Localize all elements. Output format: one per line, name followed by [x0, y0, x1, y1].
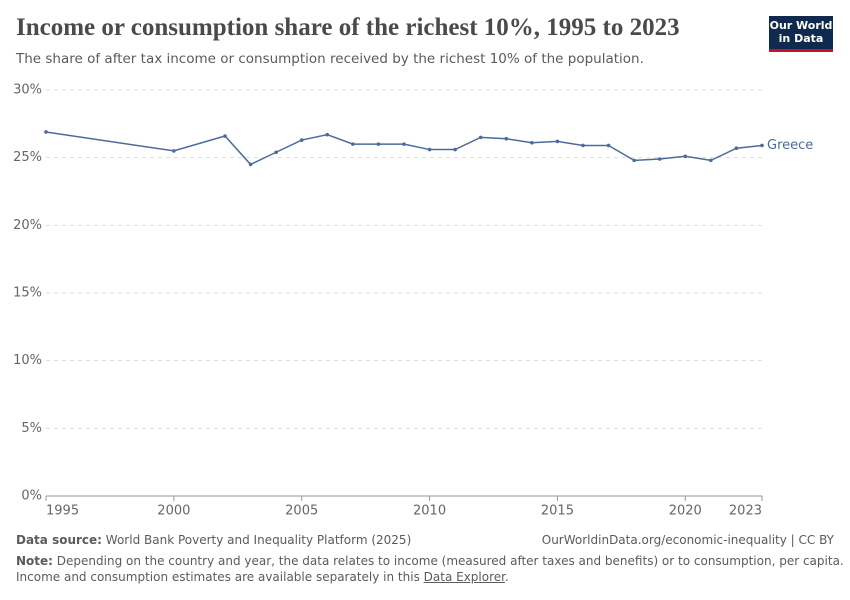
- point: [504, 136, 509, 141]
- url[interactable]: OurWorldinData.org/economic-inequality |…: [541, 533, 834, 547]
- point: [351, 142, 355, 146]
- y-tick-label: 20%: [13, 218, 42, 233]
- x-tick-label: 2010: [413, 504, 446, 519]
- y-tick-label: 0%: [21, 489, 42, 504]
- point: [606, 143, 611, 148]
- chart-title: Income or consumption share of the riche…: [16, 14, 680, 41]
- note-link[interactable]: Data Explorer: [423, 570, 505, 584]
- point: [248, 162, 253, 167]
- x-tick-label: 2023: [729, 504, 762, 519]
- line: [45, 131, 763, 166]
- chart-subtitle: The share of after tax income or consump…: [16, 51, 644, 67]
- point: [478, 135, 483, 140]
- point: [632, 158, 636, 163]
- x-tick-label: 2020: [669, 504, 702, 519]
- point: [376, 142, 381, 146]
- note-label: Note:: [16, 554, 53, 568]
- source-label: Data source:: [16, 533, 102, 547]
- point: [709, 158, 713, 163]
- x-tick-label: 2000: [157, 504, 190, 519]
- y-tick-label: 5%: [21, 421, 42, 436]
- point: [325, 132, 330, 137]
- point: [274, 150, 278, 155]
- legend-label: Greece: [767, 138, 813, 153]
- point: [581, 143, 585, 148]
- logo-text: in Data: [778, 32, 824, 45]
- point: [555, 139, 560, 144]
- note-text: Income and consumption estimates are ava…: [16, 570, 424, 584]
- note: Note: Depending on the country and year,…: [16, 553, 844, 585]
- logo[interactable]: Our World in Data: [769, 16, 833, 52]
- point: [657, 157, 662, 161]
- y-tick-label: 30%: [13, 83, 42, 98]
- point: [760, 143, 764, 148]
- note-text: Depending on the country and year, the d…: [56, 554, 844, 568]
- point: [402, 142, 406, 146]
- point: [223, 134, 227, 138]
- point: [683, 154, 688, 159]
- point: [44, 130, 48, 134]
- point: [427, 147, 432, 152]
- point: [453, 147, 457, 152]
- x-tick-label: 2005: [285, 504, 318, 519]
- point: [734, 146, 739, 150]
- source-text: World Bank Poverty and Inequality Platfo…: [105, 533, 412, 547]
- point: [172, 149, 176, 153]
- y-tick-label: 10%: [13, 353, 42, 368]
- x-tick-label: 2015: [541, 504, 574, 519]
- y-tick-label: 25%: [13, 150, 42, 165]
- note-text: .: [504, 570, 509, 584]
- source: Data source: World Bank Poverty and Ineq…: [16, 533, 411, 547]
- x-tick-label: 1995: [46, 504, 79, 519]
- y-tick-label: 15%: [13, 286, 42, 301]
- point: [530, 140, 534, 145]
- logo-text: Our World: [769, 19, 833, 32]
- point: [299, 138, 304, 142]
